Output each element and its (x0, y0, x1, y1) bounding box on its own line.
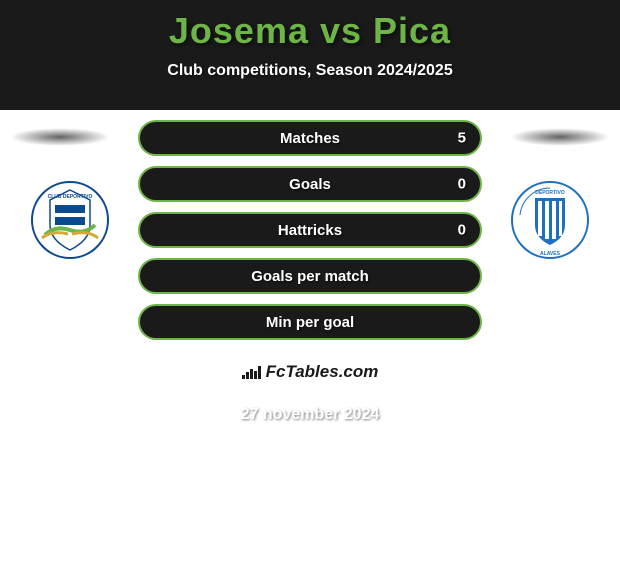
stat-right-value: 5 (458, 130, 466, 147)
stat-row-goals: Goals 0 (138, 166, 482, 202)
club-badge-right[interactable]: DEPORTIVO ALAVES (500, 170, 600, 270)
stat-right-value: 0 (458, 222, 466, 239)
svg-text:DEPORTIVO: DEPORTIVO (535, 190, 565, 196)
date-label: 27 november 2024 (138, 406, 482, 424)
bars-icon (242, 365, 262, 379)
page-title: Josema vs Pica (0, 10, 620, 52)
stat-label: Goals per match (251, 268, 369, 285)
comparison-card: Josema vs Pica Club competitions, Season… (0, 0, 620, 110)
leganes-crest-icon: CLUB DEPORTIVO (30, 180, 110, 260)
svg-text:ALAVES: ALAVES (540, 251, 561, 257)
player-shadow-left (10, 128, 110, 146)
svg-text:CLUB DEPORTIVO: CLUB DEPORTIVO (48, 194, 93, 200)
stat-row-matches: Matches 5 (138, 120, 482, 156)
brand-label: FcTables.com (266, 362, 379, 382)
stat-label: Matches (280, 130, 340, 147)
subtitle: Club competitions, Season 2024/2025 (0, 62, 620, 80)
stats-container: Matches 5 Goals 0 Hattricks 0 Goals per … (138, 120, 482, 424)
stat-label: Hattricks (278, 222, 342, 239)
stat-row-hattricks: Hattricks 0 (138, 212, 482, 248)
brand-box[interactable]: FcTables.com (202, 352, 418, 392)
stat-label: Goals (289, 176, 331, 193)
player-shadow-right (510, 128, 610, 146)
stat-row-goals-per-match: Goals per match (138, 258, 482, 294)
stat-label: Min per goal (266, 314, 354, 331)
stat-row-min-per-goal: Min per goal (138, 304, 482, 340)
stat-right-value: 0 (458, 176, 466, 193)
alaves-crest-icon: DEPORTIVO ALAVES (510, 180, 590, 260)
club-badge-left[interactable]: CLUB DEPORTIVO (20, 170, 120, 270)
